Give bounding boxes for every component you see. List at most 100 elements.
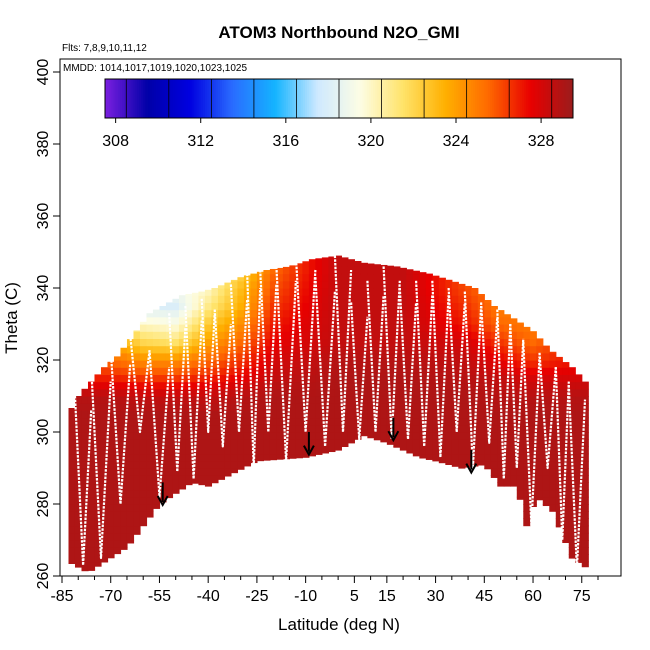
field-cell [497, 475, 505, 483]
field-cell [367, 410, 375, 419]
field-cell [328, 403, 336, 411]
field-cell [360, 410, 368, 419]
field-cell [217, 460, 226, 469]
colorbar-segment [366, 79, 370, 118]
field-cell [393, 338, 401, 347]
colorbar-segment [115, 79, 119, 118]
field-cell [510, 468, 518, 476]
field-cell [445, 316, 453, 325]
field-cell [81, 554, 89, 563]
flight-track [200, 298, 216, 434]
field-cell [269, 403, 277, 411]
colorbar-segment [317, 79, 321, 118]
field-cell [386, 265, 394, 267]
field-cell [165, 302, 174, 311]
field-cell [373, 360, 381, 368]
field-cell [237, 403, 245, 411]
field-cell [334, 381, 342, 390]
field-cell [269, 374, 277, 383]
field-cell [445, 324, 453, 332]
field-cell [523, 489, 531, 498]
field-cell [211, 381, 219, 390]
field-cell [68, 460, 76, 469]
field-cell [490, 432, 498, 440]
field-cell [237, 439, 245, 447]
field-cell [503, 482, 511, 487]
colorbar-segment [196, 79, 199, 118]
field-cell [308, 324, 316, 332]
field-cell [224, 432, 232, 440]
field-cell [510, 318, 518, 325]
field-cell [568, 374, 576, 383]
field-cell [536, 381, 544, 390]
field-cell [282, 352, 290, 361]
field-cell [321, 316, 329, 325]
field-cell [360, 316, 368, 325]
field-cell [139, 518, 148, 527]
field-cell [471, 288, 479, 296]
field-cell [393, 374, 401, 383]
field-cell [289, 338, 297, 347]
field-cell [282, 417, 290, 426]
colorbar-segment [149, 79, 153, 118]
field-cell [289, 388, 297, 397]
colorbar-segment [145, 79, 148, 118]
field-cell [360, 280, 368, 289]
field-cell [412, 374, 420, 383]
field-cell [100, 410, 109, 419]
field-cell [107, 417, 115, 426]
field-cell [94, 540, 102, 548]
field-cell [165, 345, 174, 354]
field-cell [120, 410, 128, 419]
field-cell [133, 525, 141, 534]
field-cell [484, 446, 492, 455]
field-cell [139, 460, 148, 469]
field-cell [451, 446, 459, 455]
field-cell [458, 295, 466, 303]
field-cell [217, 288, 226, 296]
field-cell [237, 331, 245, 339]
field-cell [503, 352, 511, 361]
field-cell [360, 266, 368, 275]
field-cell [139, 352, 148, 361]
field-cell [152, 468, 161, 476]
field-cell [386, 309, 394, 318]
field-cell [529, 396, 537, 404]
field-cell [217, 309, 226, 318]
field-cell [133, 432, 141, 440]
field-cell [510, 352, 518, 361]
field-cell [471, 453, 479, 462]
field-cell [471, 309, 479, 318]
x-axis-label: Latitude (deg N) [278, 615, 400, 634]
field-cell [445, 360, 453, 368]
field-cell [419, 295, 427, 303]
field-cell [380, 417, 388, 426]
field-cell [542, 345, 550, 354]
field-cell [250, 352, 258, 361]
field-cell [185, 403, 193, 411]
colorbar-segment [245, 79, 248, 118]
field-cell [100, 511, 109, 519]
field-cell [133, 338, 141, 347]
field-cell [536, 453, 544, 462]
field-cell [419, 367, 427, 375]
field-cell [432, 302, 440, 311]
field-cell [412, 403, 420, 411]
field-cell [94, 424, 102, 433]
field-cell [425, 288, 433, 296]
field-cell [113, 360, 122, 368]
field-cell [308, 280, 316, 289]
field-cell [159, 417, 167, 426]
field-cell [269, 381, 277, 390]
colorbar-segment [462, 79, 465, 118]
field-cell [126, 489, 135, 498]
field-cell [464, 446, 472, 455]
field-cell [575, 446, 583, 455]
colorbar-segment [534, 79, 538, 118]
field-cell [289, 439, 297, 447]
field-cell [282, 360, 290, 368]
field-cell [386, 266, 394, 275]
field-cell [230, 446, 239, 455]
field-cell [256, 446, 265, 455]
field-cell [230, 403, 239, 411]
